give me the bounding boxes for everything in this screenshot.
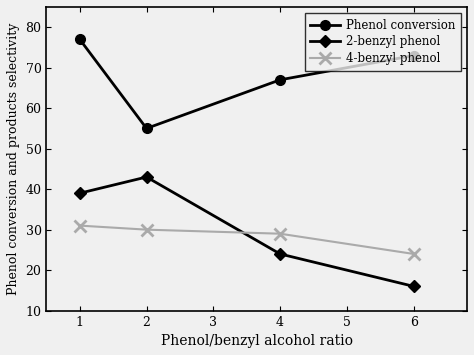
2-benzyl phenol xyxy=(411,284,417,289)
Line: Phenol conversion: Phenol conversion xyxy=(75,34,419,133)
4-benzyl phenol xyxy=(144,228,149,232)
4-benzyl phenol xyxy=(277,231,283,236)
Phenol conversion xyxy=(411,53,417,58)
X-axis label: Phenol/benzyl alcohol ratio: Phenol/benzyl alcohol ratio xyxy=(161,334,353,348)
2-benzyl phenol xyxy=(277,252,283,256)
Legend: Phenol conversion, 2-benzyl phenol, 4-benzyl phenol: Phenol conversion, 2-benzyl phenol, 4-be… xyxy=(305,13,461,71)
Y-axis label: Phenol conversion and products selectivity: Phenol conversion and products selectivi… xyxy=(7,23,20,295)
Phenol conversion xyxy=(77,37,82,42)
4-benzyl phenol xyxy=(411,252,417,256)
2-benzyl phenol xyxy=(77,191,82,195)
2-benzyl phenol xyxy=(144,175,149,179)
Phenol conversion xyxy=(277,78,283,82)
Line: 4-benzyl phenol: 4-benzyl phenol xyxy=(74,220,419,260)
Line: 2-benzyl phenol: 2-benzyl phenol xyxy=(75,173,418,290)
4-benzyl phenol xyxy=(77,224,82,228)
Phenol conversion xyxy=(144,126,149,131)
